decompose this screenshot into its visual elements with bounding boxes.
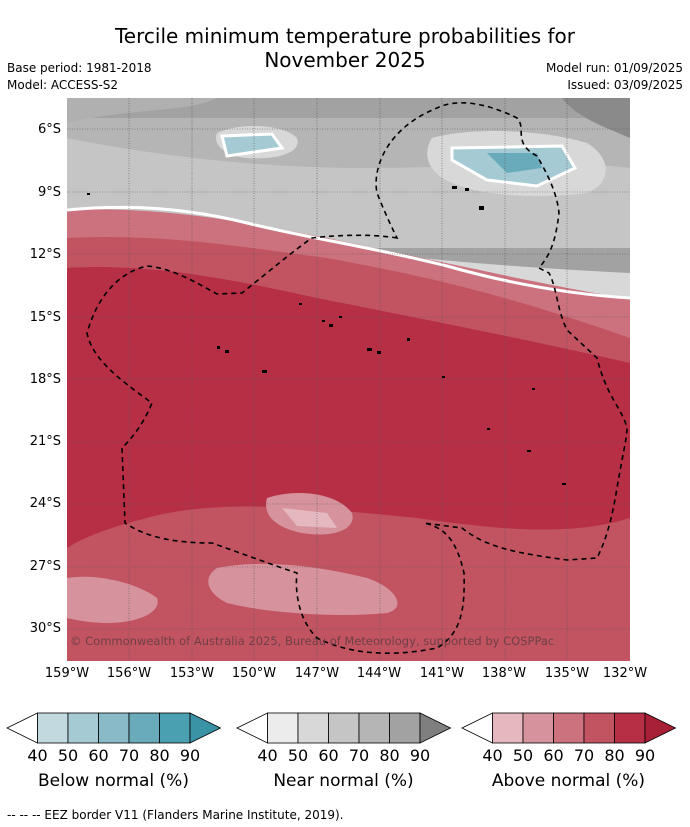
- colorbar-segment: [328, 712, 360, 744]
- colorbar-tick-label: 80: [149, 746, 170, 765]
- colorbar-segment: [553, 712, 585, 744]
- above-normal-80: [67, 267, 630, 548]
- eez-borders: [86, 102, 628, 654]
- lon-label: 147°W: [294, 666, 340, 681]
- colorbar-tick-label: 40: [257, 746, 278, 765]
- lat-label: 9°S: [37, 185, 61, 200]
- colorbar-extend-high: [419, 712, 452, 744]
- colorbar-segment: [492, 712, 524, 744]
- model-run: Model run: 01/09/2025: [545, 61, 683, 75]
- colorbar-extend-low: [236, 712, 268, 744]
- eez-footnote: -- -- -- EEZ border V11 (Flanders Marine…: [7, 808, 344, 822]
- colorbar-tick-label: 50: [57, 746, 79, 765]
- colorbar-tick-label: 80: [604, 746, 625, 765]
- copyright-note: © Commonwealth of Australia 2025, Bureau…: [70, 634, 554, 648]
- lon-label: 132°W: [602, 666, 648, 681]
- colorbar-segment: [267, 712, 299, 744]
- colorbar-tick-label: 70: [348, 746, 370, 765]
- above-normal-label: Above normal (%): [491, 771, 646, 791]
- colorbar-extend-low: [461, 712, 493, 744]
- lat-label: 24°S: [29, 496, 61, 511]
- colorbar-tick-label: 60: [543, 746, 564, 765]
- base-period: Base period: 1981-2018: [7, 61, 152, 75]
- colorbar-segment: [614, 712, 646, 744]
- below-normal-colorbar: [6, 712, 222, 744]
- lat-label: 15°S: [29, 310, 61, 325]
- colorbar-tick-label: 40: [482, 746, 503, 765]
- lat-label: 6°S: [37, 122, 61, 137]
- lat-label: 30°S: [29, 621, 61, 636]
- near-normal-dark-patch: [562, 98, 630, 138]
- below-normal-blob-west-core: [220, 132, 285, 158]
- lat-label: 27°S: [29, 559, 61, 574]
- colorbar-tick-label: 90: [179, 746, 201, 765]
- near-normal-dark-patch-2: [67, 98, 217, 123]
- colorbar-segment: [358, 712, 390, 744]
- title-line-2: November 2025: [264, 48, 426, 72]
- colorbar-tick-label: 80: [379, 746, 400, 765]
- colorbar-extend-low: [6, 712, 38, 744]
- colorbar-extend-high: [644, 712, 677, 744]
- colorbar-segment: [583, 712, 615, 744]
- near-normal-colorbar: [236, 712, 452, 744]
- colorbar-tick-label: 50: [287, 746, 309, 765]
- colorbar-segment: [522, 712, 554, 744]
- title-line-1: Tercile minimum temperature probabilitie…: [114, 24, 576, 48]
- lon-label: 141°W: [419, 666, 465, 681]
- above-normal-60-south: [208, 563, 398, 615]
- colorbar-segment: [389, 712, 421, 744]
- lon-label: 135°W: [544, 666, 590, 681]
- colorbar-extend-high: [189, 712, 222, 744]
- lon-label: 159°W: [44, 666, 90, 681]
- colorbar-tick-label: 40: [27, 746, 48, 765]
- lon-label: 153°W: [169, 666, 215, 681]
- lon-label: 150°W: [231, 666, 277, 681]
- lon-label: 138°W: [481, 666, 527, 681]
- colorbar-tick-label: 60: [318, 746, 339, 765]
- colorbar-segment: [67, 712, 99, 744]
- lon-label: 156°W: [106, 666, 152, 681]
- below-normal-label: Below normal (%): [38, 771, 189, 791]
- colorbar-tick-label: 70: [573, 746, 595, 765]
- colorbar-tick-label: 70: [118, 746, 140, 765]
- colorbar-segment: [98, 712, 130, 744]
- above-normal-colorbar: [461, 712, 677, 744]
- model-name: Model: ACCESS-S2: [7, 78, 119, 92]
- lat-label: 18°S: [29, 372, 61, 387]
- colorbar-segment: [297, 712, 329, 744]
- colorbar-tick-label: 50: [512, 746, 534, 765]
- near-normal-label: Near normal (%): [273, 771, 414, 791]
- colorbar-tick-label: 90: [634, 746, 656, 765]
- lat-label: 12°S: [29, 247, 61, 262]
- colorbar-segment: [37, 712, 69, 744]
- probability-map: © Commonwealth of Australia 2025, Bureau…: [67, 98, 630, 661]
- legend-colorbars: [6, 712, 677, 744]
- colorbar-segment: [159, 712, 191, 744]
- tercile-boundary: [67, 205, 630, 300]
- lat-label: 21°S: [29, 434, 61, 449]
- above-normal-60-southwest: [67, 576, 158, 623]
- issued-date: Issued: 03/09/2025: [567, 78, 683, 92]
- below-normal-blob-east-core: [487, 153, 542, 173]
- above-normal-50-patch: [282, 508, 337, 528]
- islands: [87, 186, 566, 485]
- lon-label: 144°W: [356, 666, 402, 681]
- colorbar-segment: [128, 712, 160, 744]
- colorbar-tick-label: 90: [409, 746, 431, 765]
- colorbar-tick-label: 60: [88, 746, 109, 765]
